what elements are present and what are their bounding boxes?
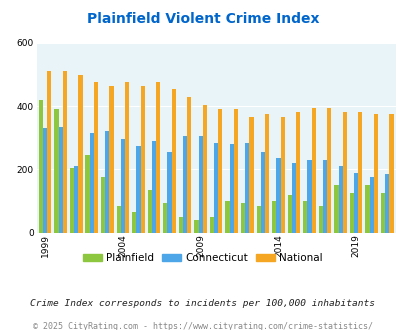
Bar [249, 117, 253, 233]
Bar [120, 139, 125, 233]
Bar [303, 201, 307, 233]
Bar [101, 177, 105, 233]
Bar [260, 152, 264, 233]
Bar [74, 166, 78, 233]
Bar [388, 114, 392, 233]
Bar [94, 82, 98, 233]
Bar [78, 75, 82, 233]
Bar [109, 85, 113, 233]
Bar [213, 143, 218, 233]
Text: Crime Index corresponds to incidents per 100,000 inhabitants: Crime Index corresponds to incidents per… [30, 299, 375, 308]
Bar [241, 203, 245, 233]
Bar [171, 89, 175, 233]
Bar [291, 163, 295, 233]
Bar [147, 190, 151, 233]
Bar [287, 195, 291, 233]
Bar [116, 206, 120, 233]
Bar [47, 71, 51, 233]
Bar [43, 128, 47, 233]
Bar [54, 109, 58, 233]
Bar [256, 206, 260, 233]
Bar [384, 174, 388, 233]
Bar [264, 114, 269, 233]
Bar [307, 160, 311, 233]
Bar [105, 131, 109, 233]
Bar [326, 108, 330, 233]
Bar [225, 201, 229, 233]
Bar [85, 155, 90, 233]
Legend: Plainfield, Connecticut, National: Plainfield, Connecticut, National [79, 249, 326, 267]
Bar [342, 113, 346, 233]
Bar [209, 217, 213, 233]
Bar [156, 82, 160, 233]
Bar [353, 173, 357, 233]
Bar [132, 212, 136, 233]
Bar [233, 109, 237, 233]
Bar [70, 168, 74, 233]
Bar [218, 109, 222, 233]
Bar [136, 146, 140, 233]
Bar [39, 100, 43, 233]
Bar [140, 85, 144, 233]
Bar [364, 185, 369, 233]
Bar [322, 160, 326, 233]
Bar [163, 203, 167, 233]
Bar [198, 136, 202, 233]
Bar [90, 133, 94, 233]
Bar [373, 114, 377, 233]
Bar [202, 105, 207, 233]
Bar [58, 127, 63, 233]
Bar [380, 193, 384, 233]
Bar [295, 113, 300, 233]
Bar [245, 143, 249, 233]
Bar [357, 113, 362, 233]
Bar [276, 158, 280, 233]
Bar [229, 144, 233, 233]
Bar [63, 71, 67, 233]
Bar [318, 206, 322, 233]
Bar [187, 97, 191, 233]
Bar [125, 82, 129, 233]
Bar [271, 201, 276, 233]
Bar [151, 141, 156, 233]
Bar [280, 117, 284, 233]
Text: Plainfield Violent Crime Index: Plainfield Violent Crime Index [87, 12, 318, 25]
Bar [338, 166, 342, 233]
Bar [349, 193, 353, 233]
Bar [194, 220, 198, 233]
Bar [178, 217, 183, 233]
Bar [333, 185, 338, 233]
Bar [369, 177, 373, 233]
Bar [311, 108, 315, 233]
Text: © 2025 CityRating.com - https://www.cityrating.com/crime-statistics/: © 2025 CityRating.com - https://www.city… [33, 322, 372, 330]
Bar [167, 152, 171, 233]
Bar [183, 136, 187, 233]
